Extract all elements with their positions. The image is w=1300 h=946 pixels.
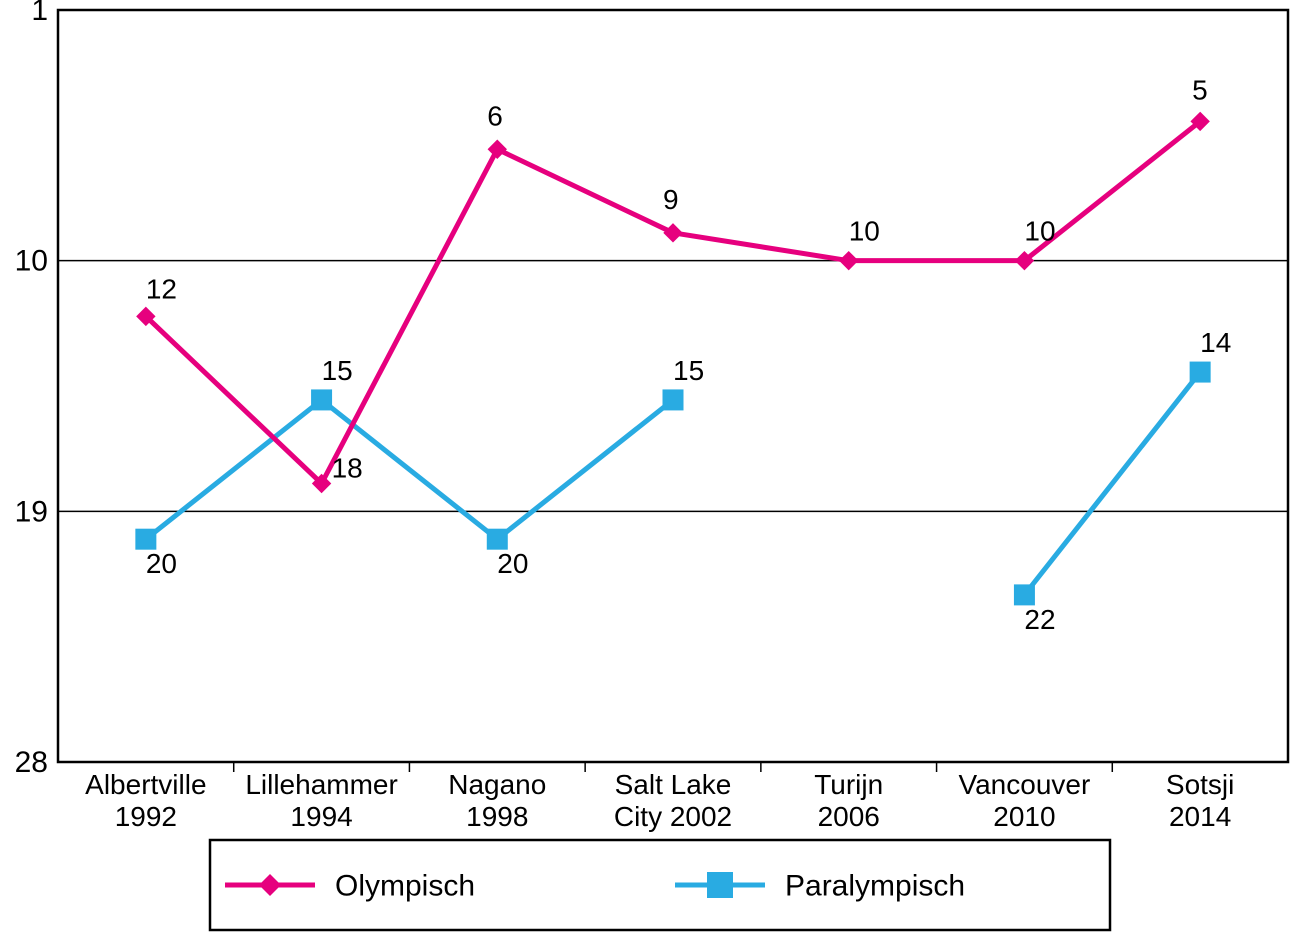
- marker-paralympisch: [487, 529, 507, 549]
- point-label: 12: [146, 273, 177, 304]
- x-tick-label: Sotsji2014: [1166, 769, 1234, 832]
- x-tick-label: Turijn2006: [814, 769, 883, 832]
- x-tick-label: Vancouver2010: [959, 769, 1091, 832]
- series-line-paralympisch: [1024, 372, 1200, 595]
- legend-label: Olympisch: [335, 870, 475, 903]
- point-label: 15: [322, 355, 353, 386]
- series-line-olympisch: [146, 121, 1200, 483]
- point-label: 5: [1192, 74, 1208, 105]
- x-tick-label: Nagano1998: [448, 769, 546, 832]
- point-label: 20: [146, 548, 177, 579]
- marker-olympisch: [664, 224, 682, 242]
- plot-border: [58, 10, 1288, 762]
- point-label: 10: [849, 216, 880, 247]
- x-tick-label: Albertville1992: [85, 769, 206, 832]
- y-tick-label: 28: [15, 746, 48, 779]
- point-label: 9: [663, 184, 679, 215]
- point-label: 6: [487, 100, 503, 131]
- ranking-line-chart: 1 10 19 28 Albertville1992 Lillehammer1994 Nag…: [0, 0, 1300, 946]
- marker-olympisch: [488, 140, 506, 158]
- x-tick-label: Salt LakeCity 2002: [614, 769, 732, 832]
- series-line-paralympisch: [146, 400, 673, 539]
- marker-paralympisch: [1014, 585, 1034, 605]
- point-label: 14: [1200, 327, 1231, 358]
- point-label: 22: [1024, 604, 1055, 635]
- y-tick-label: 1: [31, 0, 48, 27]
- marker-paralympisch: [1190, 362, 1210, 382]
- point-label: 18: [332, 452, 363, 483]
- marker-paralympisch: [136, 529, 156, 549]
- marker-paralympisch: [663, 390, 683, 410]
- marker-paralympisch: [312, 390, 332, 410]
- legend-marker: [707, 872, 733, 898]
- point-label: 10: [1024, 216, 1055, 247]
- x-tick-label: Lillehammer1994: [245, 769, 398, 832]
- chart-svg: 1 10 19 28 Albertville1992 Lillehammer1994 Nag…: [0, 0, 1300, 946]
- legend-label: Paralympisch: [785, 870, 965, 903]
- marker-olympisch: [840, 252, 858, 270]
- y-tick-label: 19: [15, 495, 48, 528]
- legend-marker: [259, 874, 281, 896]
- point-label: 20: [497, 548, 528, 579]
- y-tick-label: 10: [15, 245, 48, 278]
- point-label: 15: [673, 355, 704, 386]
